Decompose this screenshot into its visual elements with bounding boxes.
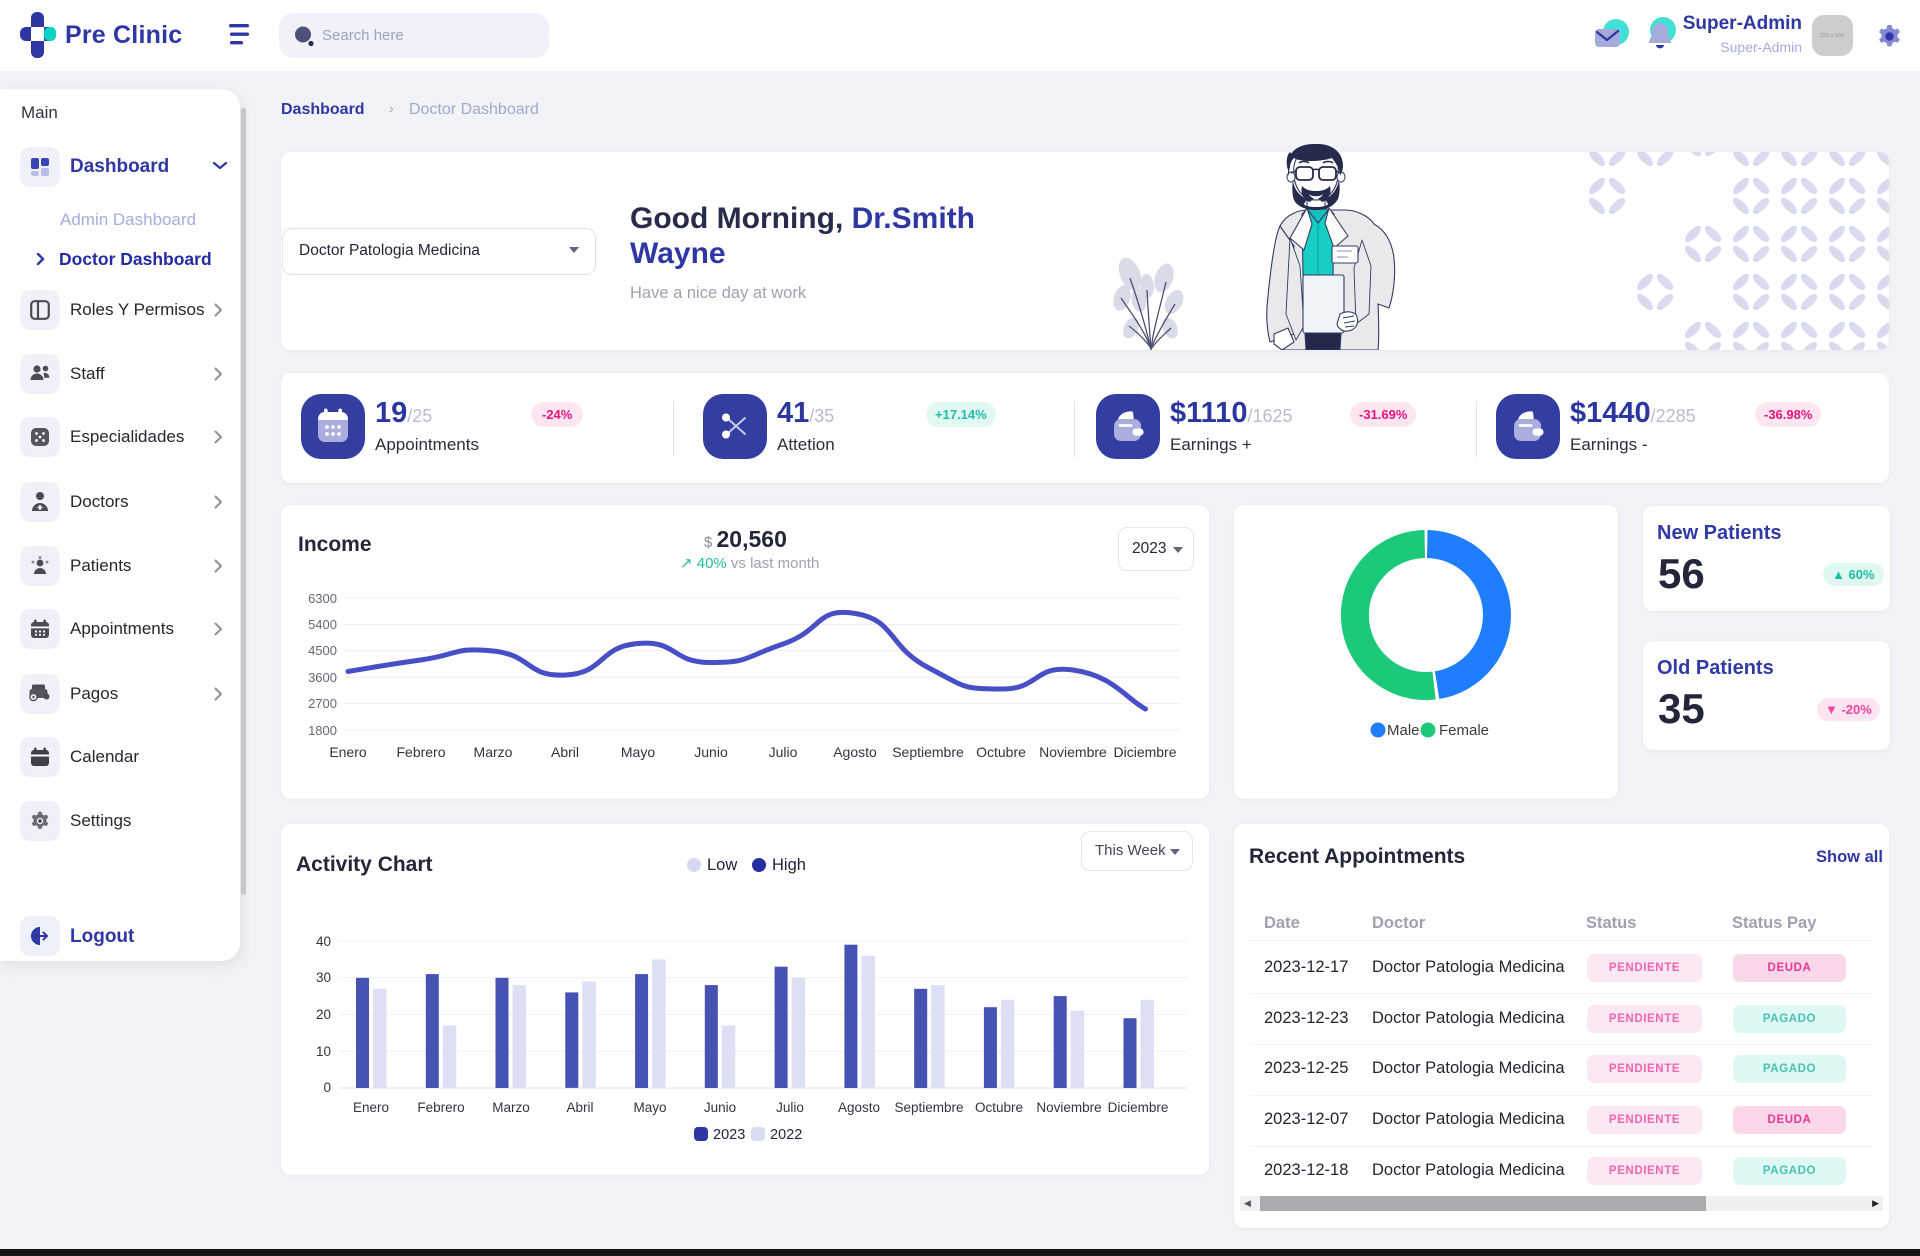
svg-text:Mayo: Mayo bbox=[621, 744, 655, 760]
svg-text:6300: 6300 bbox=[308, 591, 337, 606]
svg-text:20: 20 bbox=[316, 1007, 331, 1022]
svg-text:Marzo: Marzo bbox=[492, 1100, 530, 1115]
svg-text:Abril: Abril bbox=[566, 1100, 593, 1115]
svg-text:0: 0 bbox=[323, 1080, 331, 1095]
svg-text:Octubre: Octubre bbox=[976, 744, 1026, 760]
svg-text:5400: 5400 bbox=[308, 617, 337, 632]
svg-text:Diciembre: Diciembre bbox=[1113, 744, 1176, 760]
svg-text:2700: 2700 bbox=[308, 696, 337, 711]
svg-text:Julio: Julio bbox=[776, 1100, 804, 1115]
svg-text:Enero: Enero bbox=[353, 1100, 389, 1115]
svg-text:2023: 2023 bbox=[713, 1127, 745, 1143]
svg-text:Diciembre: Diciembre bbox=[1108, 1100, 1169, 1115]
svg-text:Male: Male bbox=[1387, 722, 1420, 739]
svg-text:Female: Female bbox=[1439, 722, 1489, 739]
svg-text:Junio: Junio bbox=[694, 744, 728, 760]
svg-text:Septiembre: Septiembre bbox=[894, 1100, 963, 1115]
svg-text:Marzo: Marzo bbox=[474, 744, 513, 760]
svg-text:Febrero: Febrero bbox=[417, 1100, 464, 1115]
svg-text:Enero: Enero bbox=[329, 744, 367, 760]
svg-text:Abril: Abril bbox=[551, 744, 579, 760]
svg-text:Noviembre: Noviembre bbox=[1036, 1100, 1101, 1115]
svg-text:3600: 3600 bbox=[308, 670, 337, 685]
svg-text:30: 30 bbox=[316, 970, 331, 985]
svg-text:Julio: Julio bbox=[769, 744, 798, 760]
svg-text:40: 40 bbox=[316, 934, 331, 949]
svg-text:Mayo: Mayo bbox=[633, 1100, 666, 1115]
svg-text:2022: 2022 bbox=[770, 1127, 802, 1143]
svg-text:Septiembre: Septiembre bbox=[892, 744, 964, 760]
svg-text:Agosto: Agosto bbox=[833, 744, 877, 760]
svg-text:1800: 1800 bbox=[308, 723, 337, 738]
svg-text:4500: 4500 bbox=[308, 643, 337, 658]
svg-text:Octubre: Octubre bbox=[975, 1100, 1023, 1115]
svg-text:Febrero: Febrero bbox=[396, 744, 445, 760]
svg-text:10: 10 bbox=[316, 1044, 331, 1059]
svg-text:Junio: Junio bbox=[704, 1100, 736, 1115]
svg-text:Agosto: Agosto bbox=[838, 1100, 880, 1115]
svg-text:Noviembre: Noviembre bbox=[1039, 744, 1107, 760]
